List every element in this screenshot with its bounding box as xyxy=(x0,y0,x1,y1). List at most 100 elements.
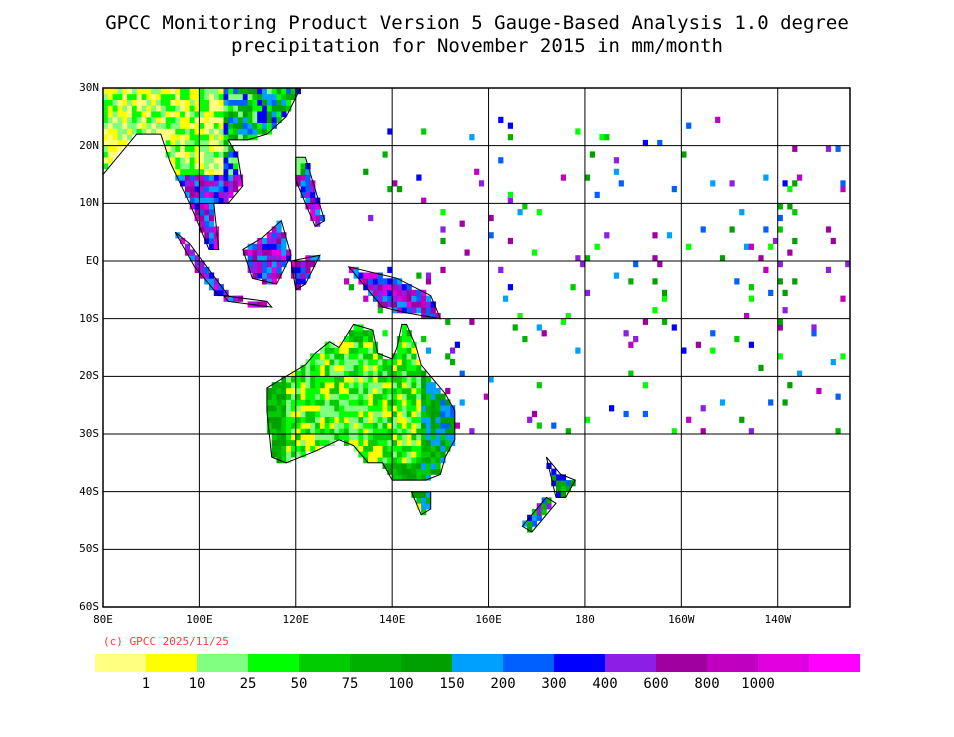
precip-cell xyxy=(131,88,138,95)
precip-cell xyxy=(237,111,244,118)
precip-cell xyxy=(392,370,398,377)
precip-cell xyxy=(425,307,432,314)
precip-cell xyxy=(387,364,393,371)
precip-cell xyxy=(271,428,277,435)
precip-cell xyxy=(199,139,205,147)
precip-cell xyxy=(358,376,364,383)
precip-cell xyxy=(218,289,224,296)
precip-cell xyxy=(411,307,417,314)
precip-cell xyxy=(401,353,407,360)
precip-cell xyxy=(194,186,200,193)
precip-cell xyxy=(262,111,268,118)
precip-cell xyxy=(276,422,282,429)
precip-cell xyxy=(536,382,542,389)
precip-cell xyxy=(291,434,297,441)
precip-cell xyxy=(204,226,210,233)
precip-cell xyxy=(686,243,692,250)
precip-cell xyxy=(209,186,215,193)
precip-cell xyxy=(271,410,277,418)
precip-cell xyxy=(223,139,229,147)
precip-cell xyxy=(377,295,383,302)
precip-cell xyxy=(440,451,446,458)
precip-cell xyxy=(175,157,181,164)
precip-cell xyxy=(430,393,436,400)
precip-cell xyxy=(401,434,407,441)
precip-cell xyxy=(247,88,253,95)
precip-cell xyxy=(575,347,581,354)
precip-cell xyxy=(421,410,427,418)
lat-tick-label: 20S xyxy=(79,369,99,383)
precip-cell xyxy=(411,422,417,429)
lon-tick-label: 120E xyxy=(282,613,310,626)
legend-label: 1 xyxy=(141,676,151,692)
precip-cell xyxy=(233,99,239,106)
precip-cell xyxy=(363,382,369,389)
precip-cell xyxy=(204,180,210,187)
precip-cell xyxy=(387,370,393,377)
precip-cell xyxy=(127,105,133,112)
precip-cell xyxy=(141,99,147,106)
precip-cell xyxy=(397,301,403,308)
precip-cell xyxy=(425,416,432,423)
precip-cell xyxy=(117,88,123,95)
precip-cell xyxy=(392,422,398,429)
precip-cell xyxy=(209,243,215,250)
precipitation-field xyxy=(103,88,851,533)
precip-cell xyxy=(175,111,181,118)
precip-cell xyxy=(194,174,200,181)
precip-cell xyxy=(797,174,803,181)
precip-cell xyxy=(382,370,388,377)
precip-cell xyxy=(180,168,186,175)
precip-cell xyxy=(252,272,258,279)
precip-cell xyxy=(397,399,403,406)
precip-cell xyxy=(136,105,142,112)
precip-cell xyxy=(213,168,219,175)
precip-cell xyxy=(421,445,427,452)
precip-cell xyxy=(368,353,374,360)
precip-cell xyxy=(377,416,383,423)
precip-cell xyxy=(165,145,171,152)
precip-cell xyxy=(271,434,277,441)
precip-cell xyxy=(411,410,417,418)
precip-cell xyxy=(209,163,215,170)
precip-cell xyxy=(681,347,687,354)
precip-cell xyxy=(339,370,345,377)
precip-cell xyxy=(271,105,277,112)
precip-cell xyxy=(228,93,234,100)
precip-cell xyxy=(184,243,191,250)
precip-cell xyxy=(416,503,422,510)
precip-cell xyxy=(397,376,403,383)
precip-cell xyxy=(344,376,350,383)
precip-cell xyxy=(194,168,200,175)
precip-cell xyxy=(319,370,326,377)
precip-cell xyxy=(180,151,186,158)
precip-cell xyxy=(425,387,432,395)
precip-cell xyxy=(392,284,398,291)
precip-cell xyxy=(353,347,359,354)
precip-cell xyxy=(411,445,417,452)
precip-cell xyxy=(262,255,268,262)
precip-cell xyxy=(392,295,398,302)
precip-cell xyxy=(180,116,186,123)
precip-cell xyxy=(445,353,451,360)
precip-cell xyxy=(435,387,441,395)
precip-cell xyxy=(184,134,191,141)
precip-cell xyxy=(642,139,648,147)
precip-cell xyxy=(392,474,398,481)
precip-cell xyxy=(184,116,191,123)
precip-cell xyxy=(459,370,465,377)
precip-cell xyxy=(281,399,287,406)
precip-cell xyxy=(170,105,176,112)
precip-cell xyxy=(310,399,316,406)
precip-cell xyxy=(276,226,282,233)
precip-cell xyxy=(421,497,427,504)
precip-cell xyxy=(401,428,407,435)
precip-cell xyxy=(310,261,316,268)
precip-cell xyxy=(319,410,326,418)
precip-cell xyxy=(300,266,306,273)
precip-cell xyxy=(223,163,229,170)
precip-cell xyxy=(257,301,263,308)
precip-cell xyxy=(213,111,219,118)
precip-cell xyxy=(175,116,181,123)
precip-cell xyxy=(213,243,219,250)
